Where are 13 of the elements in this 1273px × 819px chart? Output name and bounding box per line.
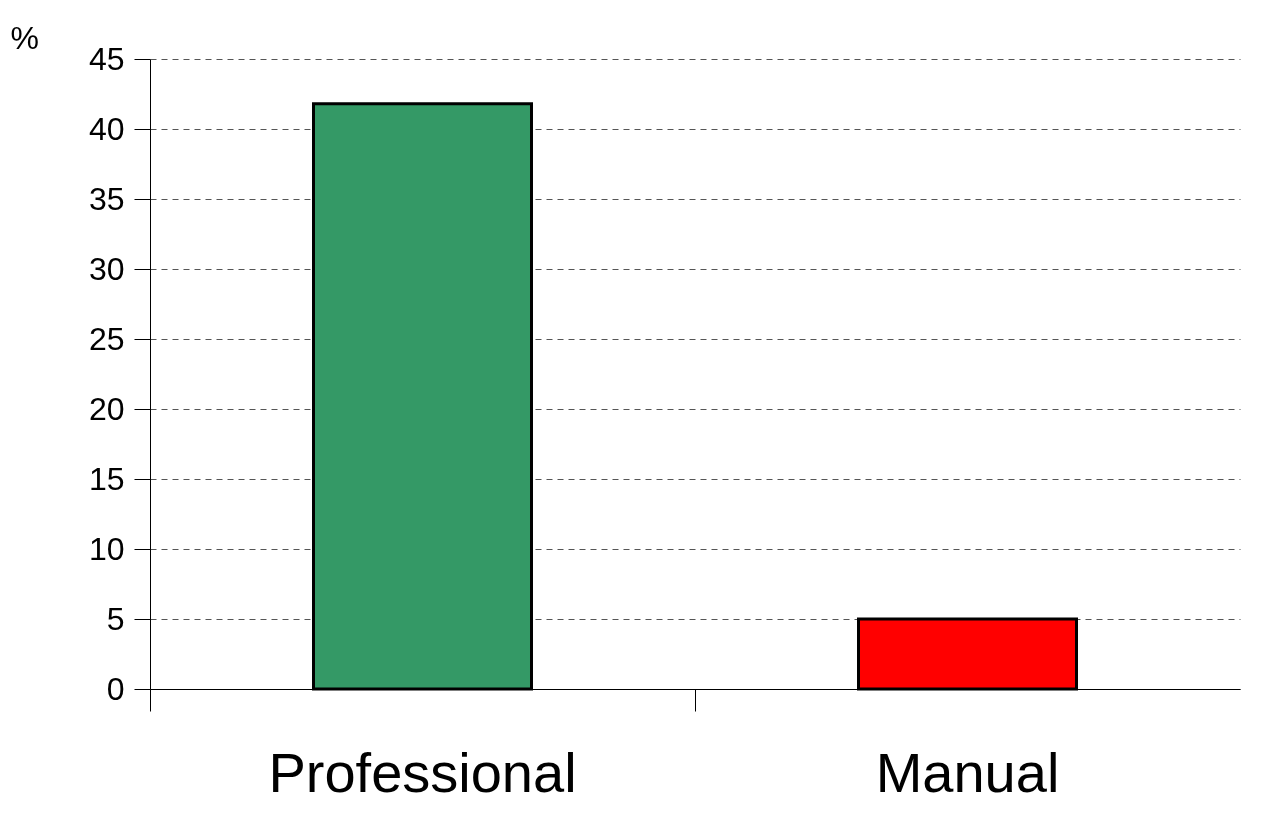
y-axis-title: % [10, 19, 39, 56]
y-tick-label: 5 [106, 600, 125, 637]
y-tick-label: 40 [88, 110, 125, 147]
y-tick-label: 25 [88, 320, 125, 357]
x-tick-label: Professional [268, 740, 577, 804]
y-tick-label: 30 [88, 250, 125, 287]
y-tick-label: 0 [106, 670, 125, 707]
y-tick-label: 35 [88, 180, 125, 217]
y-tick-label: 45 [88, 40, 125, 77]
y-tick-label: 20 [88, 390, 125, 427]
y-tick-label: 15 [88, 460, 125, 497]
y-tick-label: 10 [88, 530, 125, 567]
x-tick-label: Manual [875, 740, 1060, 804]
